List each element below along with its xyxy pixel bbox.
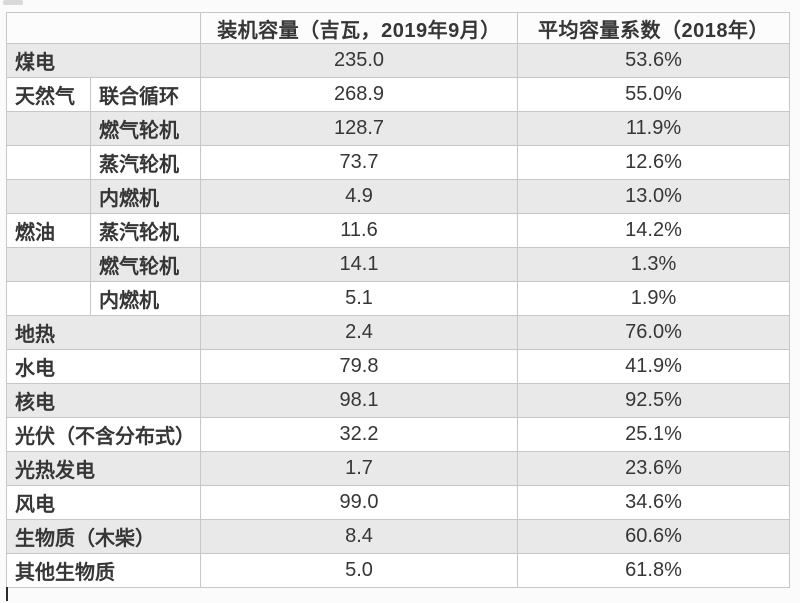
table-row: 燃气轮机 128.7 11.9% <box>6 111 790 146</box>
capacity-cell: 32.2 <box>200 417 518 452</box>
row-sub-cell: 燃气轮机 <box>90 247 201 282</box>
capacity-table: 装机容量（吉瓦，2019年9月） 平均容量系数（2018年） 煤电 235.0 … <box>6 12 790 588</box>
capacity-cell: 14.1 <box>200 247 518 282</box>
capacity-table-container: 装机容量（吉瓦，2019年9月） 平均容量系数（2018年） 煤电 235.0 … <box>6 12 790 588</box>
row-group-cell: 其他生物质 <box>6 553 201 588</box>
table-row: 生物质（木柴） 8.4 60.6% <box>6 519 790 554</box>
capacity-cell: 235.0 <box>200 43 518 78</box>
capacity-cell: 5.0 <box>200 553 518 588</box>
row-group-cell <box>6 281 91 316</box>
row-group-cell <box>6 145 91 180</box>
table-row: 风电 99.0 34.6% <box>6 485 790 520</box>
capacity-cell: 79.8 <box>200 349 518 384</box>
header-row: 装机容量（吉瓦，2019年9月） 平均容量系数（2018年） <box>6 12 790 44</box>
table-row: 内燃机 4.9 13.0% <box>6 179 790 214</box>
row-group-cell: 光热发电 <box>6 451 201 486</box>
row-group-cell: 风电 <box>6 485 201 520</box>
capacity-cell: 5.1 <box>200 281 518 316</box>
factor-cell: 76.0% <box>517 315 790 350</box>
header-factor-cell: 平均容量系数（2018年） <box>517 12 790 44</box>
capacity-cell: 1.7 <box>200 451 518 486</box>
capacity-cell: 8.4 <box>200 519 518 554</box>
header-capacity-cell: 装机容量（吉瓦，2019年9月） <box>200 12 518 44</box>
capacity-cell: 4.9 <box>200 179 518 214</box>
capacity-cell: 73.7 <box>200 145 518 180</box>
factor-cell: 53.6% <box>517 43 790 78</box>
row-sub-cell: 蒸汽轮机 <box>90 213 201 248</box>
factor-cell: 41.9% <box>517 349 790 384</box>
row-group-cell <box>6 179 91 214</box>
factor-cell: 12.6% <box>517 145 790 180</box>
table-row: 其他生物质 5.0 61.8% <box>6 553 790 588</box>
factor-cell: 1.9% <box>517 281 790 316</box>
table-row: 水电 79.8 41.9% <box>6 349 790 384</box>
table-row: 光热发电 1.7 23.6% <box>6 451 790 486</box>
capacity-cell: 98.1 <box>200 383 518 418</box>
factor-cell: 61.8% <box>517 553 790 588</box>
capacity-cell: 11.6 <box>200 213 518 248</box>
row-group-cell: 燃油 <box>6 213 91 248</box>
row-group-cell: 生物质（木柴） <box>6 519 201 554</box>
row-sub-cell: 内燃机 <box>90 281 201 316</box>
factor-cell: 1.3% <box>517 247 790 282</box>
factor-cell: 34.6% <box>517 485 790 520</box>
row-sub-cell: 内燃机 <box>90 179 201 214</box>
table-row: 光伏（不含分布式） 32.2 25.1% <box>6 417 790 452</box>
table-row: 煤电 235.0 53.6% <box>6 43 790 78</box>
factor-cell: 25.1% <box>517 417 790 452</box>
table-row: 燃油 蒸汽轮机 11.6 14.2% <box>6 213 790 248</box>
factor-cell: 23.6% <box>517 451 790 486</box>
row-group-cell: 光伏（不含分布式） <box>6 417 201 452</box>
table-row: 天然气 联合循环 268.9 55.0% <box>6 77 790 112</box>
table-row: 燃气轮机 14.1 1.3% <box>6 247 790 282</box>
row-group-cell: 地热 <box>6 315 201 350</box>
row-group-cell <box>6 111 91 146</box>
text-cursor <box>6 587 8 601</box>
factor-cell: 11.9% <box>517 111 790 146</box>
row-group-cell <box>6 247 91 282</box>
table-row: 核电 98.1 92.5% <box>6 383 790 418</box>
factor-cell: 55.0% <box>517 77 790 112</box>
capacity-cell: 2.4 <box>200 315 518 350</box>
screenshot-edge-artifact <box>3 0 23 5</box>
header-label-cell <box>6 12 201 44</box>
row-group-cell: 煤电 <box>6 43 201 78</box>
capacity-cell: 268.9 <box>200 77 518 112</box>
factor-cell: 60.6% <box>517 519 790 554</box>
row-sub-cell: 燃气轮机 <box>90 111 201 146</box>
row-group-cell: 核电 <box>6 383 201 418</box>
row-group-cell: 天然气 <box>6 77 91 112</box>
table-row: 地热 2.4 76.0% <box>6 315 790 350</box>
factor-cell: 92.5% <box>517 383 790 418</box>
capacity-cell: 99.0 <box>200 485 518 520</box>
factor-cell: 13.0% <box>517 179 790 214</box>
factor-cell: 14.2% <box>517 213 790 248</box>
row-group-cell: 水电 <box>6 349 201 384</box>
capacity-cell: 128.7 <box>200 111 518 146</box>
row-sub-cell: 蒸汽轮机 <box>90 145 201 180</box>
table-row: 蒸汽轮机 73.7 12.6% <box>6 145 790 180</box>
row-sub-cell: 联合循环 <box>90 77 201 112</box>
table-row: 内燃机 5.1 1.9% <box>6 281 790 316</box>
